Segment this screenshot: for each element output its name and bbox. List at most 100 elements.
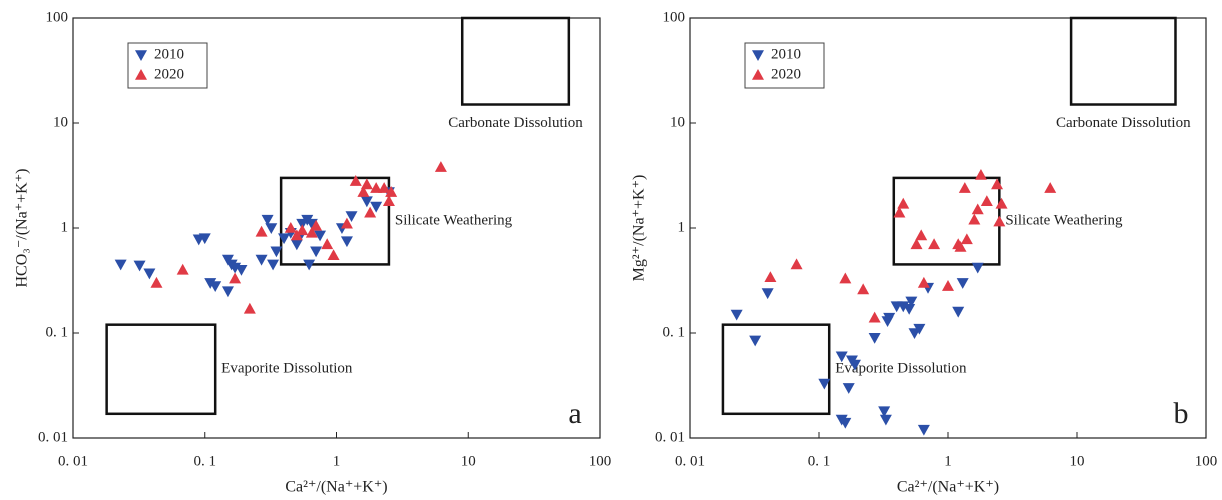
y-axis-label: HCO₃⁻/(Na⁺+K⁺) (14, 168, 31, 287)
data-point (958, 182, 971, 193)
data-point (357, 186, 370, 197)
data-point (229, 272, 242, 284)
region-label: Evaporite Dissolution (221, 361, 353, 377)
data-point (971, 262, 984, 274)
data-point (730, 309, 743, 321)
data-point (839, 417, 852, 429)
data-point (261, 214, 274, 226)
y-tick-label: 100 (46, 9, 69, 25)
data-point (993, 215, 1006, 227)
data-point (265, 223, 278, 234)
data-point (878, 406, 891, 418)
panel-label: a (568, 397, 581, 430)
data-point (954, 240, 967, 252)
data-point (917, 424, 930, 436)
data-point (340, 217, 353, 229)
y-tick-label: 0. 1 (46, 324, 69, 340)
data-point (290, 239, 303, 251)
region-box (892, 176, 1001, 266)
panel: 0. 01 0. 1 1 10 100 0. 01 0. 1 1 10 100 Ca²⁺/(Na⁺+… (631, 9, 1218, 495)
data-point (305, 226, 318, 238)
data-point (818, 378, 831, 390)
legend-label: 2010 (154, 46, 184, 62)
data-point (235, 264, 248, 276)
data-point (270, 246, 283, 258)
data-point (761, 288, 774, 300)
data-point (883, 312, 896, 324)
x-tick-label: 10 (461, 453, 476, 469)
x-tick-label: 10 (1070, 453, 1085, 469)
data-point (749, 335, 762, 347)
data-point (905, 296, 918, 308)
x-axis-label: Ca²⁺/(Na⁺+K⁺) (285, 479, 387, 496)
data-point (176, 263, 189, 275)
data-point (980, 195, 993, 206)
data-point (310, 219, 323, 231)
region-box (279, 176, 391, 266)
region-label: Carbonate Dissolution (1056, 115, 1191, 131)
data-point (296, 224, 309, 236)
data-point (378, 182, 391, 193)
y-tick-label: 10 (53, 114, 68, 130)
x-tick-label: 100 (1195, 453, 1218, 469)
data-point (360, 196, 373, 208)
data-point (114, 259, 127, 271)
x-tick-label: 1 (944, 453, 952, 469)
data-point (310, 246, 323, 258)
legend-marker (135, 50, 147, 61)
data-point (360, 178, 373, 190)
data-point (1044, 182, 1057, 193)
data-point (952, 306, 965, 318)
data-point (915, 229, 928, 241)
data-point (764, 271, 777, 282)
data-point (434, 161, 447, 172)
region-box (105, 323, 217, 416)
data-point (968, 213, 981, 225)
region-label: Carbonate Dissolution (448, 115, 583, 131)
data-point (917, 276, 930, 288)
region-box (1069, 16, 1177, 106)
data-point (385, 186, 398, 197)
data-point (991, 178, 1004, 190)
data-point (879, 414, 892, 426)
data-point (370, 201, 383, 213)
data-point (839, 272, 852, 284)
data-point (903, 304, 916, 315)
y-tick-label: 10 (670, 114, 685, 130)
data-point (133, 260, 146, 272)
data-point (198, 233, 211, 245)
data-point (150, 276, 163, 288)
data-point (370, 182, 383, 193)
data-point (910, 238, 923, 250)
data-point (960, 233, 973, 245)
y-tick-label: 1 (61, 219, 69, 235)
y-tick-label: 0. 1 (663, 324, 686, 340)
data-point (995, 197, 1008, 209)
data-point (221, 286, 234, 298)
data-point (382, 195, 395, 206)
x-tick-label: 0. 01 (675, 453, 705, 469)
legend-label: 2020 (154, 66, 184, 82)
region-box (721, 323, 831, 416)
legend-marker (135, 69, 147, 80)
data-point (314, 230, 327, 242)
data-point (267, 259, 280, 271)
data-point (848, 359, 861, 371)
data-point (913, 323, 926, 335)
x-tick-label: 100 (589, 453, 612, 469)
y-tick-label: 0. 01 (38, 429, 68, 445)
data-point (956, 278, 969, 289)
x-tick-label: 0. 01 (58, 453, 88, 469)
data-point (364, 206, 377, 218)
data-point (842, 383, 855, 394)
data-point (305, 218, 318, 230)
legend-label: 2020 (771, 66, 801, 82)
data-point (255, 254, 268, 266)
data-point (835, 351, 848, 363)
data-point (857, 283, 870, 295)
x-tick-label: 0. 1 (808, 453, 831, 469)
data-point (790, 258, 803, 270)
region-box (460, 16, 571, 106)
data-point (971, 203, 984, 215)
